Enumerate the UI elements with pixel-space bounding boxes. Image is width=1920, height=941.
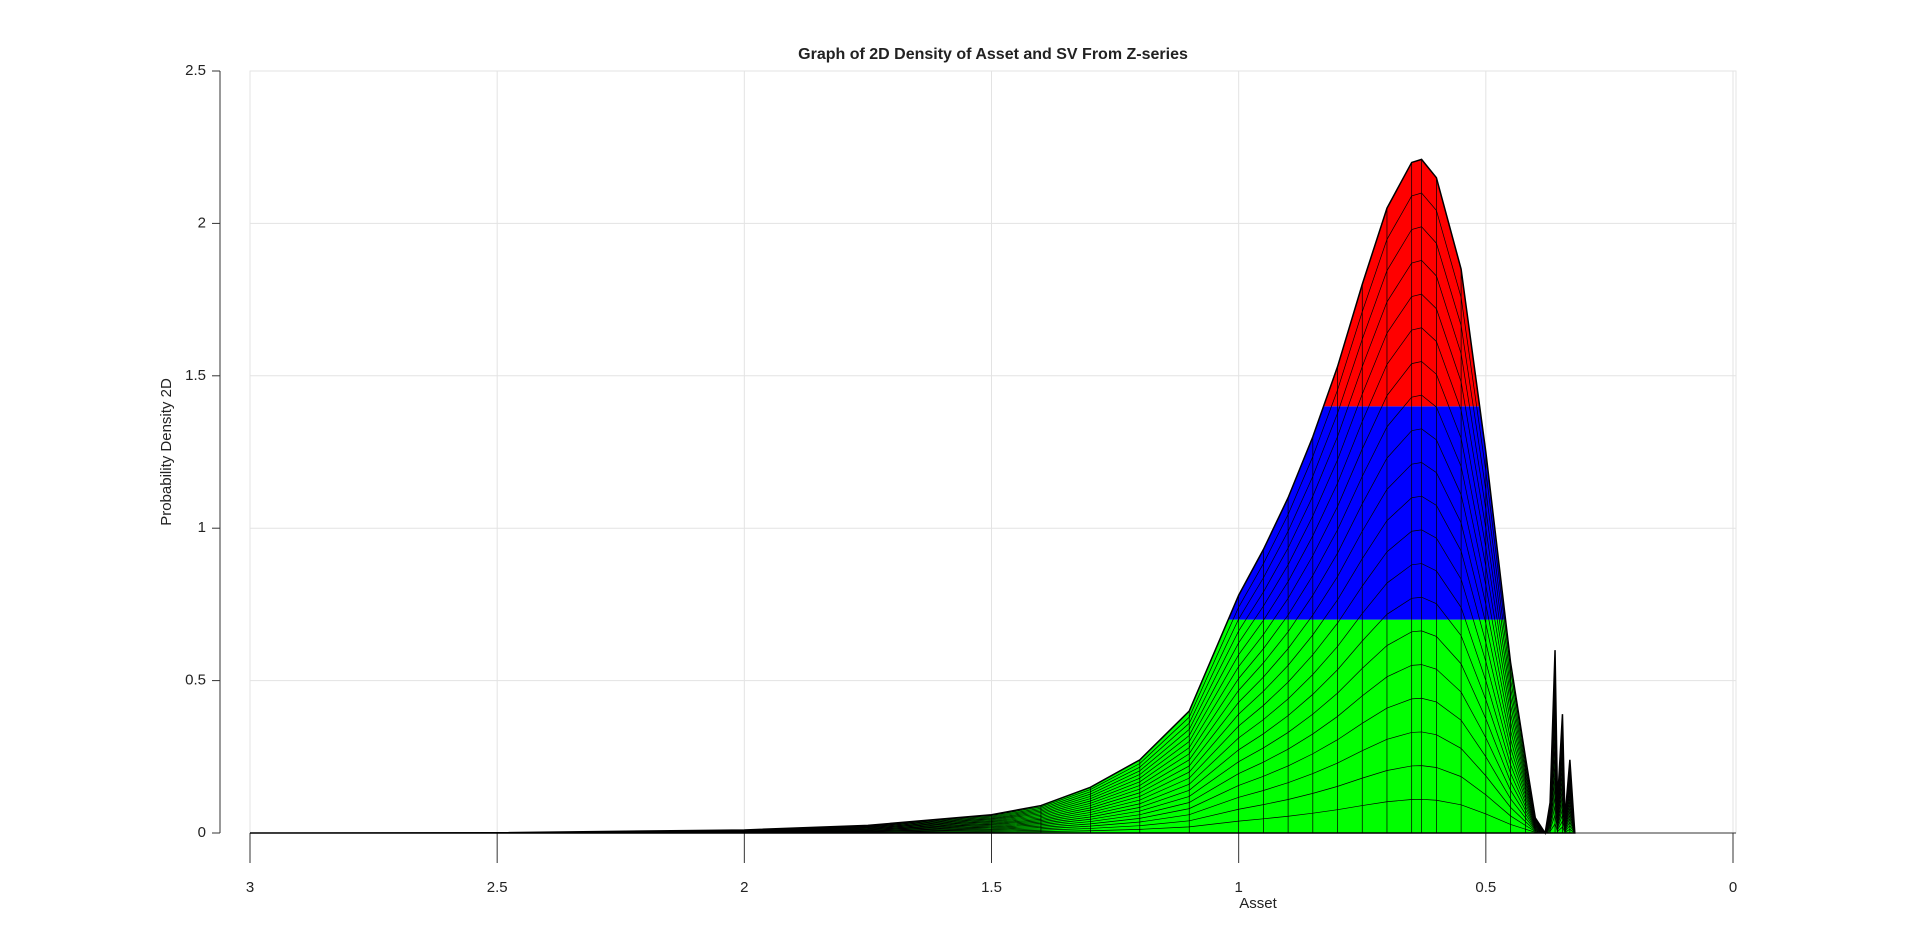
mesh-line <box>250 798 1575 834</box>
surface <box>250 159 1575 834</box>
x-tick-label: 0.5 <box>1475 879 1496 896</box>
mesh-line <box>250 563 1575 834</box>
x-tick-label: 3 <box>246 879 254 896</box>
mesh-line <box>250 596 1575 834</box>
mesh-line <box>250 529 1575 834</box>
y-tick-label: 1 <box>198 519 206 536</box>
mesh-line <box>250 731 1575 834</box>
mesh-line <box>250 495 1575 834</box>
mesh-line <box>250 428 1575 834</box>
y-tick-label: 1.5 <box>185 367 206 384</box>
x-tick-label: 2 <box>740 879 748 896</box>
mesh-line <box>250 664 1575 834</box>
mesh-line <box>250 697 1575 834</box>
y-tick-label: 0 <box>198 824 206 841</box>
x-tick-label: 0 <box>1729 879 1737 896</box>
mesh-line <box>250 394 1575 834</box>
x-tick-label: 2.5 <box>487 879 508 896</box>
x-tick-label: 1 <box>1234 879 1242 896</box>
mesh-line <box>250 630 1575 834</box>
color-band <box>250 159 1575 407</box>
mesh-line <box>250 462 1575 834</box>
y-tick-label: 2.5 <box>185 62 206 79</box>
surface-outline <box>249 158 1576 836</box>
color-band <box>250 406 1575 620</box>
y-axis-label: Probability Density 2D <box>158 378 175 526</box>
y-tick-label: 0.5 <box>185 672 206 689</box>
chart-title: Graph of 2D Density of Asset and SV From… <box>798 46 1188 63</box>
y-tick-label: 2 <box>198 214 206 231</box>
x-axis-label: Asset <box>1239 895 1277 912</box>
mesh-line <box>250 765 1575 834</box>
x-tick-label: 1.5 <box>981 879 1002 896</box>
